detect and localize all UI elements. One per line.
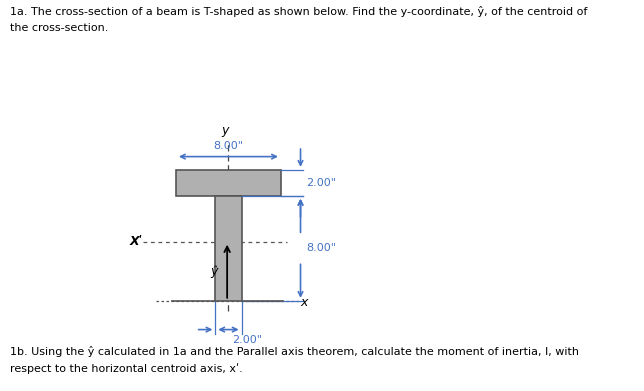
- Text: x: x: [301, 296, 308, 308]
- Bar: [215, 196, 242, 301]
- Text: 2.00": 2.00": [232, 335, 262, 345]
- Text: respect to the horizontal centroid axis, xʹ.: respect to the horizontal centroid axis,…: [10, 363, 242, 374]
- Text: 1a. The cross-section of a beam is T-shaped as shown below. Find the y-coordinat: 1a. The cross-section of a beam is T-sha…: [10, 6, 587, 17]
- Text: 8.00": 8.00": [213, 142, 243, 151]
- Text: the cross-section.: the cross-section.: [10, 23, 108, 33]
- Text: 8.00": 8.00": [306, 243, 336, 253]
- Bar: [176, 170, 281, 196]
- Text: Xʹ: Xʹ: [130, 235, 144, 248]
- Text: y: y: [221, 124, 228, 137]
- Text: 1b. Using the ŷ calculated in 1a and the Parallel axis theorem, calculate the mo: 1b. Using the ŷ calculated in 1a and the…: [10, 346, 579, 357]
- Text: 2.00": 2.00": [306, 178, 336, 188]
- Text: ŷ: ŷ: [211, 265, 218, 278]
